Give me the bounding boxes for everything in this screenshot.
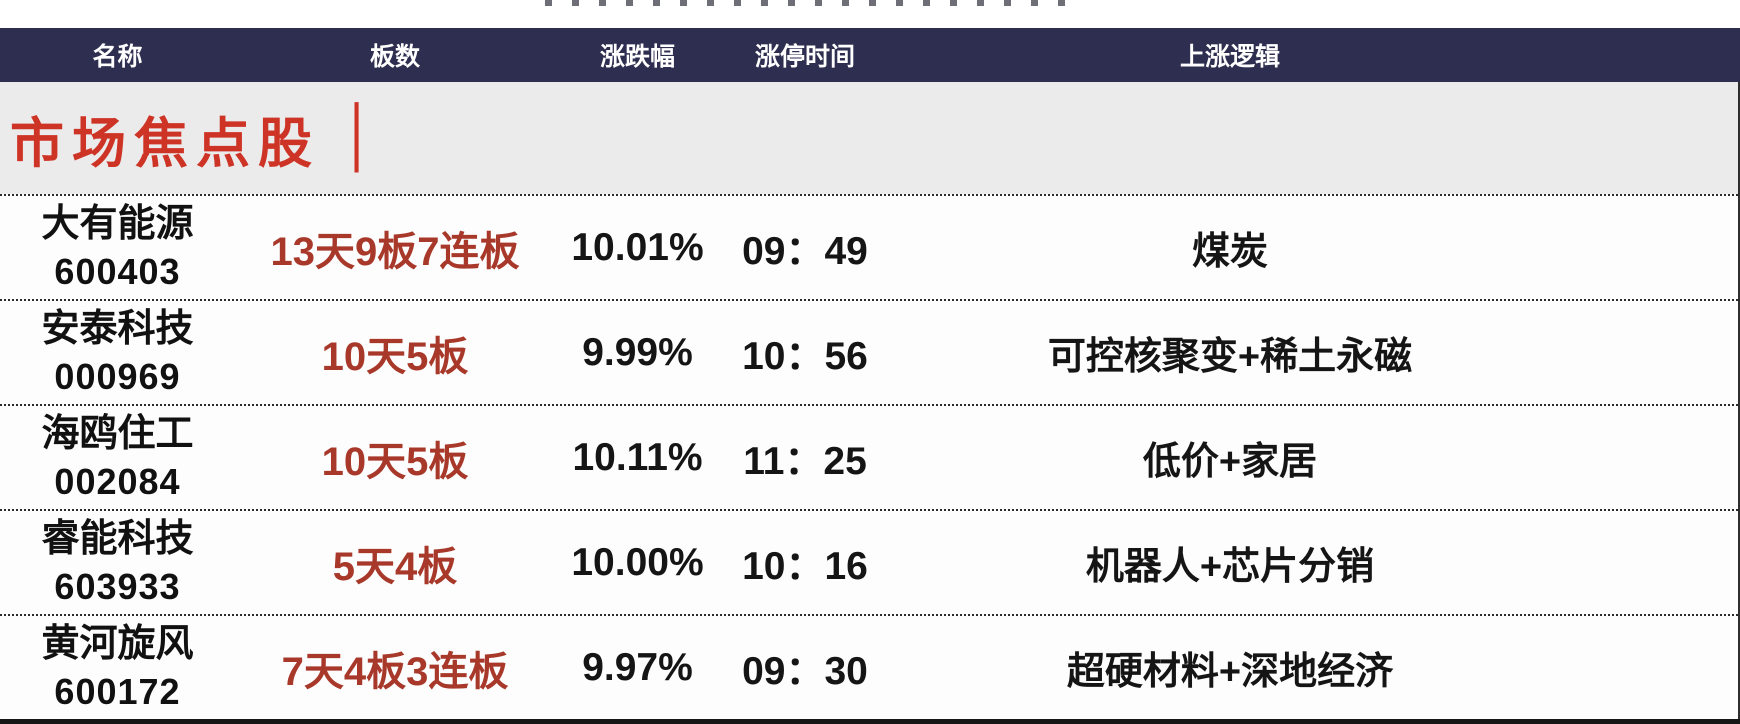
stock-name-cell: 睿能科技 603933 [0, 516, 235, 609]
change-percent: 10.00% [571, 540, 704, 584]
table-row: 黄河旋风 600172 7天4板3连板 9.97% 09：30 超硬材料+深地经… [0, 614, 1738, 719]
table-row: 大有能源 600403 13天9板7连板 10.01% 09：49 煤炭 [0, 194, 1738, 299]
col-header-limit-time: 涨停时间 [754, 43, 855, 71]
col-header-boards: 板数 [369, 43, 420, 71]
stock-code: 600403 [54, 250, 181, 292]
limit-up-time: 11：25 [743, 439, 867, 483]
board-count: 13天9板7连板 [270, 229, 520, 274]
board-count: 10天5板 [321, 439, 469, 484]
change-percent: 10.01% [571, 225, 704, 269]
change-percent: 9.97% [582, 645, 693, 689]
rise-logic: 可控核聚变+稀土永磁 [1047, 336, 1413, 378]
stock-name-cell: 大有能源 600403 [0, 201, 235, 294]
board-count: 10天5板 [321, 334, 469, 379]
stock-name-cell: 海鸥住工 002084 [0, 411, 235, 504]
stock-code: 603933 [54, 565, 181, 607]
rise-logic: 煤炭 [1191, 231, 1268, 273]
stock-name: 黄河旋风 [41, 623, 194, 666]
limit-up-time: 10：56 [742, 334, 868, 378]
table-body: 市场焦点股 │ 大有能源 600403 13天9板7连板 10.01% 09：4… [0, 82, 1740, 719]
limit-up-time: 09：30 [742, 649, 868, 693]
cropped-title-fragments [545, 0, 1065, 6]
limit-up-time: 09：49 [742, 229, 868, 273]
rise-logic: 超硬材料+深地经济 [1066, 651, 1394, 693]
board-count: 7天4板3连板 [281, 649, 509, 694]
rise-logic: 低价+家居 [1142, 441, 1318, 483]
col-header-logic: 上涨逻辑 [1179, 43, 1280, 71]
change-percent: 10.11% [572, 435, 703, 479]
section-title: 市场焦点股 [10, 113, 320, 174]
stock-name: 大有能源 [41, 203, 194, 246]
col-header-change: 涨跌幅 [599, 43, 675, 71]
stock-name-cell: 安泰科技 000969 [0, 306, 235, 399]
stock-name: 睿能科技 [41, 518, 194, 561]
section-accent-bar: │ [336, 102, 378, 168]
limit-up-time: 10：16 [742, 544, 868, 588]
rise-logic: 机器人+芯片分销 [1085, 546, 1375, 588]
table-row: 安泰科技 000969 10天5板 9.99% 10：56 可控核聚变+稀土永磁 [0, 299, 1738, 404]
section-header: 市场焦点股 │ [0, 82, 1738, 194]
table-row: 睿能科技 603933 5天4板 10.00% 10：16 机器人+芯片分销 [0, 509, 1738, 614]
col-header-name: 名称 [92, 43, 143, 71]
table-row: 海鸥住工 002084 10天5板 10.11% 11：25 低价+家居 [0, 404, 1738, 509]
stock-name: 安泰科技 [41, 308, 194, 351]
stock-name: 海鸥住工 [41, 413, 194, 456]
stock-code: 600172 [54, 670, 181, 712]
stock-code: 002084 [54, 460, 181, 502]
board-count: 5天4板 [332, 544, 458, 589]
cropped-title-strip [0, 0, 1740, 28]
table-header-row: 名称 板数 涨跌幅 涨停时间 上涨逻辑 [0, 28, 1740, 82]
stock-name-cell: 黄河旋风 600172 [0, 621, 235, 714]
stock-code: 000969 [54, 355, 181, 397]
change-percent: 9.99% [582, 330, 693, 374]
